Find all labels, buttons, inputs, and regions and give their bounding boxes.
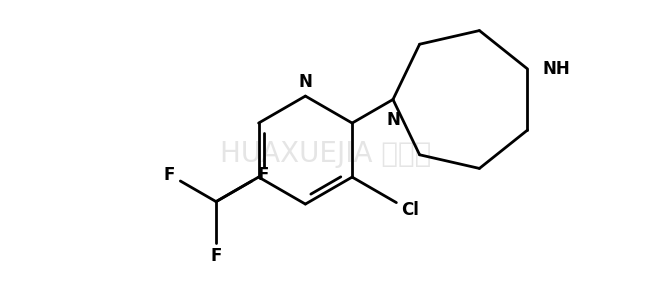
Text: F: F (257, 166, 269, 184)
Text: N: N (386, 111, 400, 129)
Text: Cl: Cl (401, 201, 419, 220)
Text: NH: NH (542, 60, 570, 78)
Text: HUAXUEJIA 化学加: HUAXUEJIA 化学加 (220, 140, 432, 168)
Text: F: F (164, 166, 175, 184)
Text: F: F (211, 247, 222, 265)
Text: N: N (299, 73, 312, 91)
